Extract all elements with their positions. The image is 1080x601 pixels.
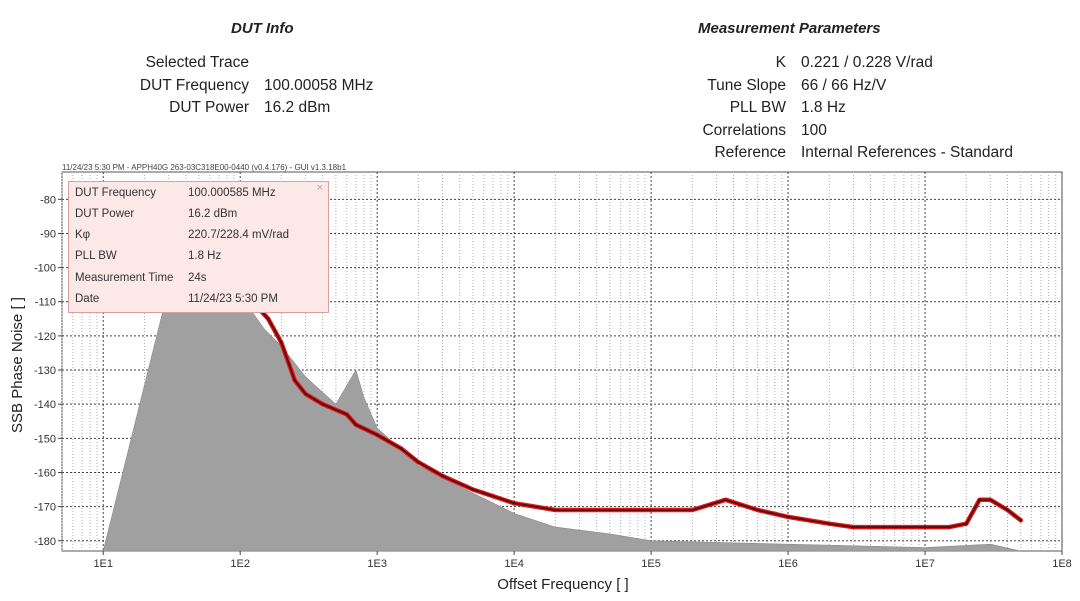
trace-point [441,474,444,478]
param-row: Selected Trace [0,52,373,75]
x-tick-label: 1E8 [1052,558,1072,570]
tooltip-label: Kφ [75,229,91,241]
trace-point [1019,519,1023,522]
trace-point [828,522,831,525]
trace-point [947,525,951,529]
param-label: Tune Slope [707,76,786,94]
param-row: Correlations 100 [0,120,1013,143]
param-value: 100.00058 MHz [264,76,374,94]
trace-point [923,525,927,529]
tooltip-label: Measurement Time [75,272,174,284]
x-tick-label: 1E3 [367,558,387,570]
y-tick-label: -90 [40,228,56,240]
tooltip-value: 16.2 dBm [188,208,238,220]
param-row: Reference Internal References - Standard [0,142,1013,165]
y-axis-label: SSB Phase Noise [ ] [9,297,26,433]
trace-point [280,341,283,345]
param-row: DUT Frequency 100.00058 MHz [0,75,374,98]
trace-point [375,433,379,437]
trace-point [691,508,694,512]
trace-point [512,501,516,505]
param-label: DUT Power [169,99,249,116]
x-tick-label: 1E5 [641,558,661,570]
param-value: 0.221 / 0.228 V/rad [801,54,933,71]
param-value: 100 [801,121,827,139]
trace-point [345,413,349,416]
y-tick-label: -80 [40,194,56,206]
tooltip-label: DUT Frequency [75,187,156,199]
x-tick-label: 1E6 [778,558,798,570]
param-value: 66 / 66 Hz/V [801,76,887,94]
trace-point [417,460,420,464]
trace-point [724,498,727,502]
trace-point [649,508,653,512]
param-row: PLL BW 1.8 Hz [0,97,1013,120]
trace-point [965,522,968,525]
trace-point [608,508,612,512]
dut-info-title: DUT Info [231,20,294,37]
y-tick-label: -150 [34,433,56,445]
param-value: Internal References - Standard [801,144,1013,161]
y-tick-label: -160 [34,467,56,479]
trace-point [293,379,297,382]
trace-point [354,423,358,427]
y-tick-label: -140 [34,399,56,411]
trace-point [1006,508,1009,512]
param-label: DUT Frequency [139,76,249,94]
param-label: Reference [714,144,786,161]
tooltip-value: 1.8 Hz [188,250,222,262]
tooltip-label: Date [75,293,100,305]
x-tick-label: 1E4 [504,558,524,570]
trace-point [978,498,981,502]
trace-point [852,525,855,529]
x-tick-label: 1E2 [230,558,250,570]
y-tick-label: -170 [34,502,56,514]
trace-point [989,498,992,502]
tooltip-value: 220.7/228.4 mV/rad [188,229,290,241]
trace-point [756,508,759,512]
phase-noise-chart[interactable]: 11/24/23 5:30 PM - APPH40G 263-03C318E00… [0,158,1080,601]
tooltip-value: 24s [188,272,207,284]
close-icon[interactable]: × [316,182,323,194]
y-tick-label: -120 [34,331,56,343]
tooltip-value: 11/24/23 5:30 PM [188,293,278,305]
tooltip-value: 100.000585 MHz [188,187,276,199]
param-label: PLL BW [729,99,786,116]
measurement-parameters-title: Measurement Parameters [698,20,881,37]
plot-header: 11/24/23 5:30 PM - APPH40G 263-03C318E00… [62,163,347,172]
trace-point [471,488,475,491]
y-tick-label: -130 [34,365,56,377]
trace-point [266,317,270,321]
y-tick-label: -180 [34,536,56,548]
dut-info-panel: Selected Trace DUT Frequency 100.00058 MHz… [0,52,374,120]
trace-info-tooltip[interactable]: × DUT Frequency 100.000585 MHz DUT Power 16… [68,181,329,313]
trace-point [786,515,790,519]
param-row: K 0.221 / 0.228 V/rad [0,52,1013,75]
param-value: 16.2 dBm [264,99,331,116]
trace-point [321,402,325,406]
x-tick-label: 1E1 [93,558,113,570]
param-value: 1.8 Hz [801,99,846,116]
y-tick-label: -100 [34,263,56,275]
tooltip-label: DUT Power [75,208,135,220]
trace-point [554,508,557,512]
x-tick-label: 1E7 [915,558,935,570]
param-row: Tune Slope 66 / 66 Hz/V [0,75,1013,98]
trace-point [304,392,307,396]
trace-point [400,447,403,450]
trace-smoothed-line [239,290,1022,529]
param-label: Correlations [702,121,786,139]
x-axis-label: Offset Frequency [ ] [497,576,628,593]
measurement-parameters-panel: K 0.221 / 0.228 V/rad Tune Slope 66 / 66 Hz… [0,52,1013,165]
param-label: Selected Trace [145,54,249,71]
y-tick-label: -110 [35,297,56,309]
tooltip-label: PLL BW [75,250,117,262]
trace-point [882,525,886,529]
param-row: DUT Power 16.2 dBm [0,97,373,120]
param-label: K [775,54,786,71]
